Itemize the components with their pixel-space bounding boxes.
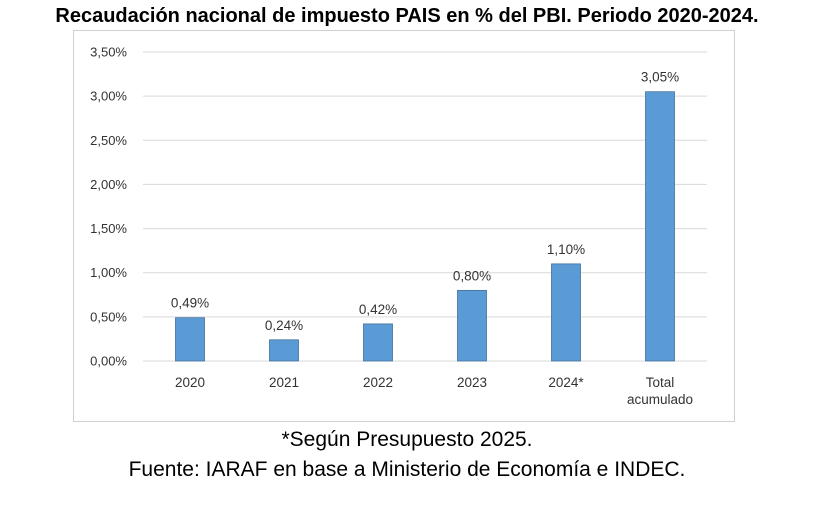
y-tick-label: 3,50%: [90, 45, 127, 60]
y-tick-label: 1,00%: [90, 265, 127, 280]
data-label: 0,42%: [359, 302, 397, 317]
x-tick-label: Total acumulado: [627, 375, 693, 407]
chart-frame: [73, 30, 735, 422]
chart-title: Recaudación nacional de impuesto PAIS en…: [55, 5, 759, 27]
y-tick-label: 3,00%: [90, 89, 127, 104]
bar: [175, 317, 205, 362]
bar: [645, 91, 675, 362]
bar: [551, 263, 581, 362]
x-tick-label: 2024*: [548, 375, 584, 390]
footnote: *Según Presupuesto 2025.: [281, 428, 533, 451]
source-note: Fuente: IARAF en base a Ministerio de Ec…: [128, 458, 686, 481]
bar: [363, 323, 393, 362]
bar: [269, 339, 299, 362]
x-tick-label: 2023: [457, 375, 487, 390]
x-tick-label: 2021: [269, 375, 299, 390]
y-tick-label: 1,50%: [90, 221, 127, 236]
y-tick-label: 0,00%: [90, 354, 127, 369]
y-tick-label: 0,50%: [90, 309, 127, 324]
y-tick-label: 2,00%: [90, 177, 127, 192]
data-label: 1,10%: [547, 242, 585, 257]
data-label: 0,80%: [453, 268, 491, 283]
data-label: 0,49%: [171, 296, 209, 311]
x-tick-label: 2022: [363, 375, 393, 390]
x-tick-label: 2020: [175, 375, 205, 390]
data-label: 3,05%: [641, 70, 679, 85]
bar: [457, 289, 487, 362]
y-tick-label: 2,50%: [90, 133, 127, 148]
data-label: 0,24%: [265, 318, 303, 333]
